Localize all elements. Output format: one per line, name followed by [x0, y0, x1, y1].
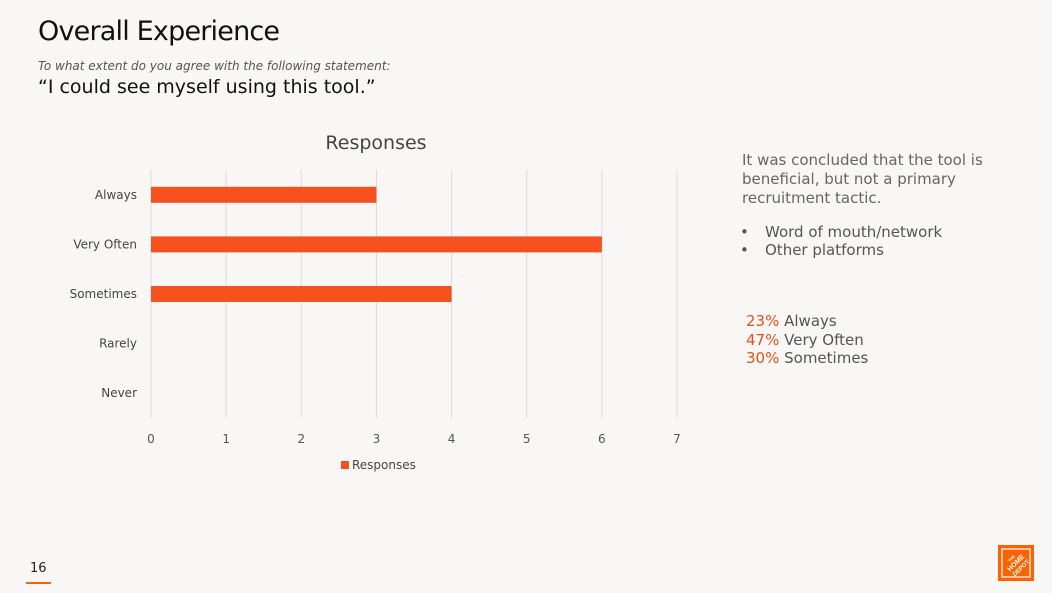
chart-title: Responses: [325, 132, 426, 154]
home-depot-logo: THE HOME DEPOT: [998, 545, 1034, 581]
logo-background: [998, 545, 1034, 581]
x-tick-label: 1: [222, 432, 230, 446]
page-number: 16: [30, 561, 47, 576]
legend-swatch: [341, 461, 349, 469]
x-tick-label: 2: [297, 432, 305, 446]
y-category-label: Always: [95, 188, 137, 202]
bullet-dot: •: [740, 223, 749, 241]
stat-percent: 30%: [746, 349, 780, 367]
y-category-label: Never: [101, 386, 137, 400]
bullet-dot: •: [740, 241, 749, 259]
bullet-item: • Word of mouth/network: [740, 223, 1020, 241]
slide-title: Overall Experience: [38, 16, 280, 47]
stat-row: 47% Very Often: [746, 331, 868, 350]
page-number-underline: [26, 582, 51, 584]
stat-label: Sometimes: [784, 349, 869, 367]
question-statement: “I could see myself using this tool.”: [38, 76, 376, 98]
x-tick-label: 6: [598, 432, 606, 446]
x-tick-label: 4: [448, 432, 456, 446]
y-category-label: Rarely: [99, 337, 137, 351]
bullet-text: Word of mouth/network: [765, 223, 943, 241]
responses-chart: Responses 0 1 2 3 4 5 6 7 Always Very Often Sometim…: [0, 120, 700, 490]
y-category-label: Very Often: [73, 237, 137, 251]
stat-percent: 23%: [746, 312, 780, 330]
conclusion-text: It was concluded that the tool is benefi…: [742, 151, 983, 207]
stats-list: 23% Always 47% Very Often 30% Sometimes: [746, 312, 868, 368]
bar: [151, 236, 602, 253]
x-tick-label: 5: [523, 432, 531, 446]
stat-row: 23% Always: [746, 312, 868, 331]
chart-svg: Responses 0 1 2 3 4 5 6 7 Always Very Often Sometim…: [70, 132, 681, 472]
bullet-list: • Word of mouth/network • Other platforms: [740, 223, 1020, 259]
bullet-text: Other platforms: [765, 241, 884, 259]
legend-label: Responses: [352, 458, 416, 472]
stat-label: Very Often: [784, 330, 864, 349]
bar: [151, 186, 377, 203]
stat-percent: 47%: [746, 330, 780, 349]
x-tick-label: 0: [147, 432, 155, 446]
y-category-label: Sometimes: [70, 287, 137, 301]
bar: [151, 286, 452, 302]
x-tick-label: 7: [673, 432, 681, 446]
stat-label: Always: [784, 312, 837, 330]
stat-row: 30% Sometimes: [746, 349, 868, 368]
bullet-item: • Other platforms: [740, 241, 1020, 259]
question-subtitle: To what extent do you agree with the fol…: [38, 59, 391, 73]
logo-inner-frame: [1001, 548, 1031, 578]
x-tick-label: 3: [373, 432, 381, 446]
svg-text:THE: THE: [1007, 554, 1016, 563]
